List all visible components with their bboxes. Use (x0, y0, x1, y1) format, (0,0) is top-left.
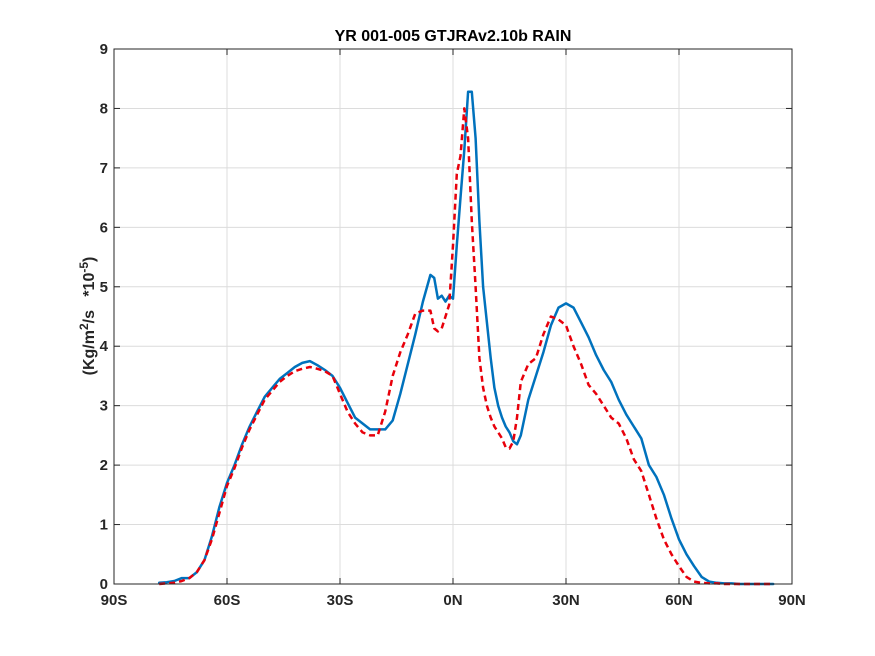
y-tick-label: 0 (100, 576, 108, 593)
y-tick-label: 9 (100, 41, 108, 58)
series-line-2 (159, 107, 774, 586)
y-tick-label: 3 (100, 398, 108, 415)
series-group (157, 90, 775, 586)
x-tick-label: 30N (552, 592, 580, 609)
y-tick-label: 2 (100, 457, 108, 474)
x-tick-label: 60N (665, 592, 693, 609)
y-axis-label-suffix: ) (81, 257, 98, 262)
y-tick-label: 6 (100, 219, 108, 236)
x-tick-label: 30S (327, 592, 354, 609)
chart-title: YR 001-005 GTJRAv2.10b RAIN (335, 28, 572, 45)
y-tick-label: 5 (100, 279, 108, 296)
series-line-1 (157, 90, 775, 586)
y-tick-label: 8 (100, 100, 108, 117)
axis-ticks: 90S 60S 30S 0N 30N 60N 90N 0 1 2 3 4 5 6 7 8 9 (100, 41, 806, 609)
y-axis-label-mid: /s *10 (81, 273, 98, 324)
y-tick-label: 7 (100, 160, 108, 177)
x-tick-label: 60S (214, 592, 241, 609)
y-axis-label-sup1: 2 (77, 323, 91, 330)
x-tick-label: 90S (101, 592, 128, 609)
x-tick-label: 0N (443, 592, 462, 609)
y-tick-label: 1 (100, 517, 108, 534)
y-axis-label-prefix: (Kg/m (81, 330, 98, 375)
x-tick-label: 90N (778, 592, 806, 609)
y-axis-label: (Kg/m2/s *10-5) (77, 257, 98, 376)
y-axis-label-sup2: -5 (77, 262, 91, 273)
y-tick-label: 4 (100, 338, 109, 355)
